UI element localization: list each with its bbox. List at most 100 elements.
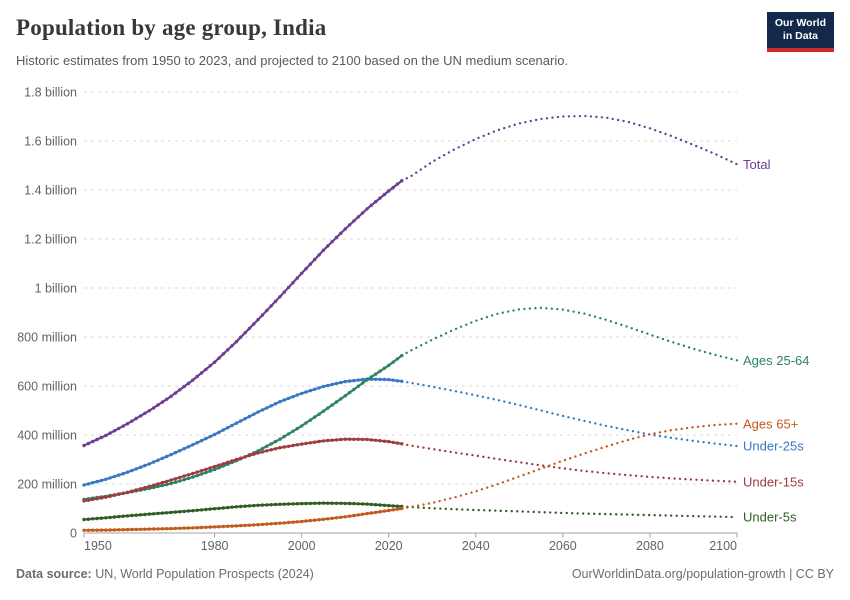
data-point-marker <box>343 394 347 398</box>
data-point-marker <box>300 424 304 428</box>
data-point-marker <box>330 382 334 387</box>
data-point-marker <box>208 525 212 529</box>
data-point-marker <box>182 526 186 530</box>
data-point-marker <box>191 471 195 476</box>
data-point-marker <box>169 478 173 482</box>
data-point-marker <box>269 304 273 308</box>
y-tick-label: 1.6 billion <box>24 134 77 148</box>
data-point-marker <box>212 360 217 364</box>
data-point-marker <box>256 503 260 507</box>
data-point-marker <box>143 527 147 531</box>
data-point-marker <box>282 521 286 525</box>
data-point-marker <box>91 497 95 502</box>
data-point-marker <box>121 491 125 495</box>
data-point-marker <box>269 522 273 526</box>
data-point-marker <box>82 443 86 448</box>
data-point-marker <box>125 514 130 518</box>
data-point-marker <box>191 475 195 479</box>
data-point-marker <box>256 451 260 455</box>
data-point-marker <box>252 523 256 527</box>
data-point-marker <box>134 467 138 471</box>
series-label-under-25s: Under-25s <box>743 439 804 454</box>
data-point-marker <box>117 492 121 496</box>
data-point-marker <box>160 483 165 488</box>
data-point-marker <box>247 453 252 458</box>
data-point-marker <box>313 415 317 419</box>
data-point-marker <box>282 290 286 294</box>
series-under-25s: Under-25s <box>82 377 804 487</box>
data-point-marker <box>195 473 199 478</box>
series-label-ages-25-64: Ages 25-64 <box>743 353 810 368</box>
data-point-marker <box>395 504 400 508</box>
data-point-marker <box>247 326 252 331</box>
data-point-marker <box>352 378 356 383</box>
data-point-marker <box>334 235 339 240</box>
data-point-marker <box>347 390 352 395</box>
data-point-marker <box>221 506 225 510</box>
data-point-marker <box>138 487 143 491</box>
data-point-marker <box>138 513 143 517</box>
data-point-marker <box>295 393 299 397</box>
data-point-marker <box>186 476 191 481</box>
data-point-marker <box>152 512 156 516</box>
data-point-marker <box>112 474 117 479</box>
data-point-marker <box>252 452 256 456</box>
data-point-marker <box>369 375 373 379</box>
data-point-marker <box>356 513 360 517</box>
data-point-marker <box>138 414 143 418</box>
data-point-marker <box>256 523 260 527</box>
data-point-marker <box>99 496 104 500</box>
data-point-marker <box>156 403 160 407</box>
y-tick-label: 1 billion <box>35 281 77 295</box>
data-source-text: UN, World Population Prospects (2024) <box>91 567 314 581</box>
data-point-marker <box>178 388 182 392</box>
x-tick-label: 2000 <box>288 539 316 553</box>
data-point-marker <box>317 386 321 390</box>
data-point-marker <box>317 412 321 416</box>
data-point-marker <box>130 468 134 473</box>
data-point-marker <box>391 360 395 364</box>
data-point-marker <box>356 502 360 506</box>
data-point-marker <box>199 472 204 476</box>
credit-link[interactable]: OurWorldinData.org/population-growth | C… <box>571 567 834 581</box>
data-point-marker <box>374 377 378 381</box>
data-point-marker <box>295 520 299 524</box>
data-point-marker <box>260 522 265 527</box>
series-total: Total <box>82 114 771 448</box>
data-point-marker <box>208 466 212 470</box>
data-point-marker <box>343 515 347 519</box>
data-point-marker <box>330 438 334 442</box>
data-point-marker <box>378 377 382 382</box>
y-tick-label: 200 million <box>17 477 77 491</box>
data-point-marker <box>343 379 347 384</box>
data-point-marker <box>343 437 347 441</box>
series-ages-25-64-projected-line <box>400 306 739 362</box>
data-point-marker <box>387 508 391 513</box>
data-point-marker <box>191 526 195 530</box>
data-point-marker <box>169 481 173 486</box>
data-point-marker <box>343 501 347 506</box>
data-point-marker <box>221 428 225 432</box>
data-point-marker <box>273 439 278 444</box>
data-point-marker <box>356 384 360 388</box>
data-point-marker <box>334 381 339 386</box>
data-point-marker <box>334 516 339 520</box>
data-point-marker <box>143 411 147 415</box>
x-tick-label: 2040 <box>462 539 490 553</box>
data-point-marker <box>247 504 252 508</box>
data-point-marker <box>252 412 256 416</box>
data-point-marker <box>199 508 204 512</box>
series-ages-25-64-historic-line <box>83 354 403 501</box>
data-point-marker <box>230 459 234 463</box>
series-under-15s-projected-line <box>400 442 739 483</box>
data-point-marker <box>204 436 208 441</box>
data-point-marker <box>217 356 221 360</box>
data-point-marker <box>195 526 199 530</box>
series-label-ages-65-plus: Ages 65+ <box>743 416 798 431</box>
x-tick-label: 2060 <box>549 539 577 553</box>
data-point-marker <box>273 447 278 451</box>
data-point-marker <box>91 439 95 444</box>
data-point-marker <box>191 443 195 447</box>
data-point-marker <box>291 443 295 448</box>
